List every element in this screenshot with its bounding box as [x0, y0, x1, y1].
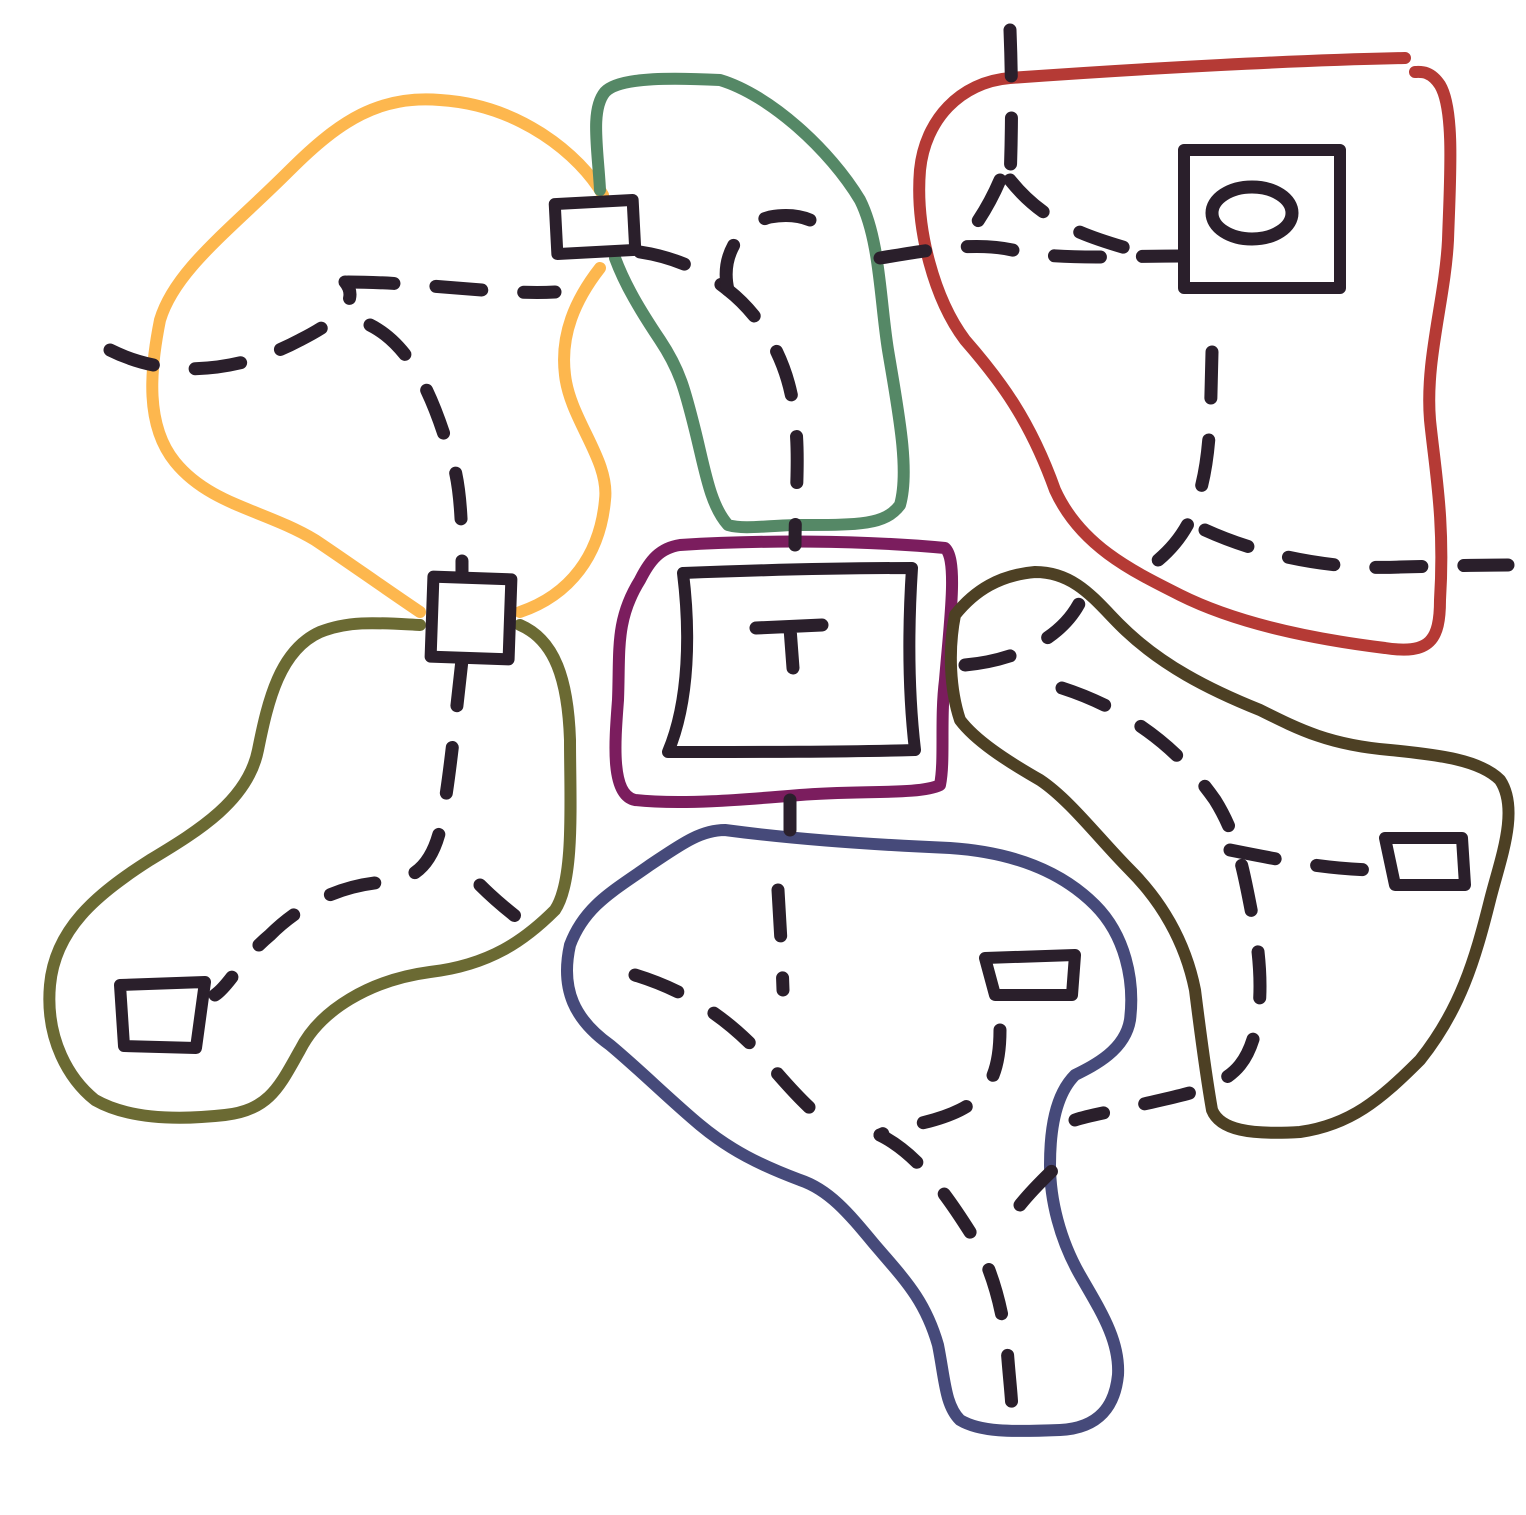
left-junction-node	[424, 570, 518, 666]
brown-end-node	[1379, 832, 1471, 891]
edge	[953, 173, 1007, 252]
brown-region	[944, 566, 1515, 1139]
edge	[873, 1023, 1007, 1142]
edge	[873, 239, 1189, 265]
edge	[873, 1128, 1019, 1422]
central-t-node	[662, 562, 921, 758]
blue-region	[561, 824, 1138, 1437]
edge	[341, 275, 562, 299]
edge	[1003, 173, 1157, 262]
green-region	[590, 72, 910, 534]
olive-end-node	[114, 976, 211, 1054]
edge	[103, 275, 357, 376]
edge	[208, 653, 469, 1002]
red-region	[913, 52, 1457, 656]
edge	[719, 209, 842, 297]
red-circle-node	[1178, 144, 1346, 294]
olive-region	[43, 617, 577, 1124]
edge	[958, 583, 1092, 672]
edge	[1013, 1143, 1079, 1212]
edge	[1003, 23, 1018, 187]
purple-region	[609, 535, 959, 809]
top-left-junction-node	[548, 193, 642, 261]
blue-end-node	[979, 949, 1081, 1001]
edge	[1055, 681, 1267, 1127]
edge	[1121, 345, 1219, 592]
t-glyph-icon	[749, 618, 829, 675]
edge	[1198, 523, 1515, 574]
edge	[1223, 843, 1387, 877]
edge	[633, 245, 804, 552]
yellow-region	[146, 93, 612, 618]
edge	[473, 878, 547, 942]
edge	[628, 968, 847, 1137]
edge	[771, 883, 790, 997]
edges	[103, 23, 1515, 1422]
circle-icon	[1205, 180, 1299, 246]
edge	[363, 318, 469, 582]
